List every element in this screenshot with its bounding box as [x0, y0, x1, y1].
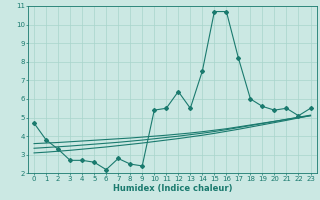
- X-axis label: Humidex (Indice chaleur): Humidex (Indice chaleur): [113, 184, 232, 193]
